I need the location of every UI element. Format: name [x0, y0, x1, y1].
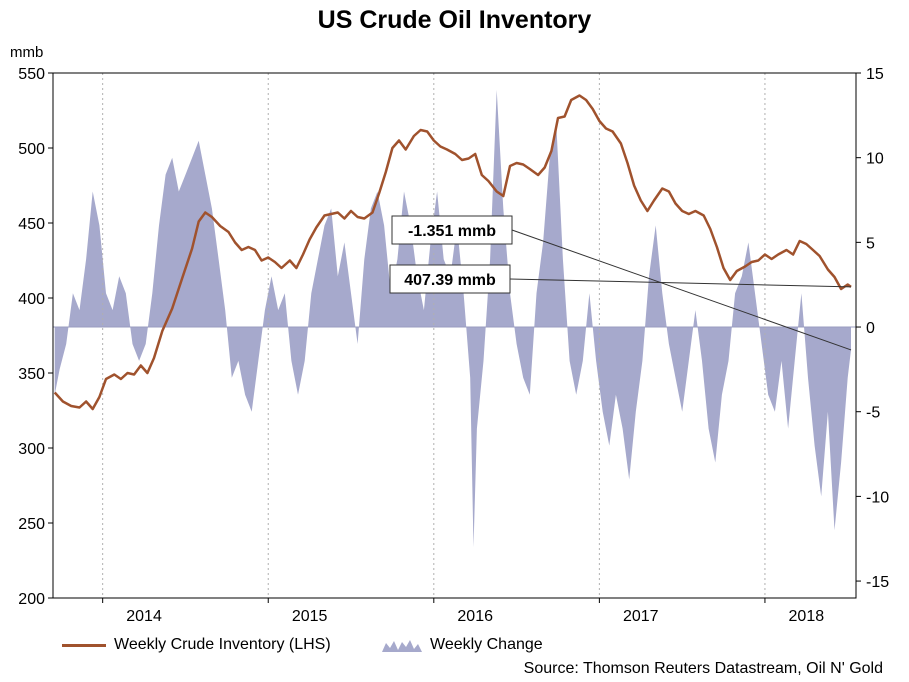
- right-tick-label: 0: [866, 320, 875, 337]
- plot-frame: [52, 72, 857, 599]
- legend-item-inventory: Weekly Crude Inventory (LHS): [62, 636, 331, 654]
- annotation-leader: [511, 229, 852, 351]
- weekly-change-area: [54, 89, 851, 548]
- x-tick-label: 2016: [457, 608, 493, 625]
- annotation-box: [389, 264, 511, 294]
- right-tick-label: -5: [866, 405, 880, 422]
- legend-label-weekly-change: Weekly Change: [430, 636, 543, 653]
- left-axis-unit: mmb: [10, 44, 44, 61]
- annotation-box: [391, 215, 513, 245]
- chart-title: US Crude Oil Inventory: [317, 6, 592, 34]
- x-tick-label: 2014: [126, 608, 162, 625]
- x-tick-label: 2018: [789, 608, 825, 625]
- legend-label-inventory: Weekly Crude Inventory (LHS): [114, 636, 331, 653]
- x-tick-label: 2015: [292, 608, 328, 625]
- right-tick-label: 15: [866, 66, 884, 83]
- left-tick-label: 400: [18, 291, 45, 308]
- annotation-label: -1.351 mmb: [408, 223, 496, 240]
- left-tick-label: 250: [18, 516, 45, 533]
- left-tick-label: 450: [18, 216, 45, 233]
- legend-swatch-weekly-change: [382, 640, 422, 652]
- annotation-label: 407.39 mmb: [404, 272, 496, 289]
- legend-swatch-inventory: [62, 643, 106, 647]
- inventory-line: [53, 94, 852, 411]
- left-tick-label: 500: [18, 141, 45, 158]
- right-tick-label: 5: [866, 235, 875, 252]
- right-tick-label: -10: [866, 489, 889, 506]
- source-note: Source: Thomson Reuters Datastream, Oil …: [523, 660, 883, 677]
- annotation-leader: [509, 278, 852, 288]
- left-tick-label: 200: [18, 591, 45, 608]
- left-tick-label: 550: [18, 66, 45, 83]
- left-tick-label: 350: [18, 366, 45, 383]
- left-tick-label: 300: [18, 441, 45, 458]
- right-tick-label: 10: [866, 151, 884, 168]
- legend-item-weekly-change: Weekly Change: [382, 636, 543, 654]
- right-tick-label: -15: [866, 574, 889, 591]
- x-tick-label: 2017: [623, 608, 659, 625]
